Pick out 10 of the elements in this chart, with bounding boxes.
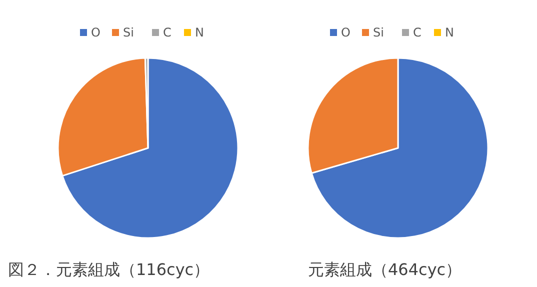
text: 元素組成（464cyc）: [308, 260, 462, 279]
legend-label: N: [195, 26, 204, 40]
legend-label: C: [413, 26, 422, 40]
legend-label: Si: [123, 26, 134, 40]
caption: 図２．元素組成（116cyc）: [8, 260, 210, 279]
legend-label: O: [341, 26, 350, 40]
legend-label: Si: [373, 26, 384, 40]
legend-label: C: [163, 26, 172, 40]
legend-label: O: [91, 26, 100, 40]
legend-label: N: [445, 26, 454, 40]
